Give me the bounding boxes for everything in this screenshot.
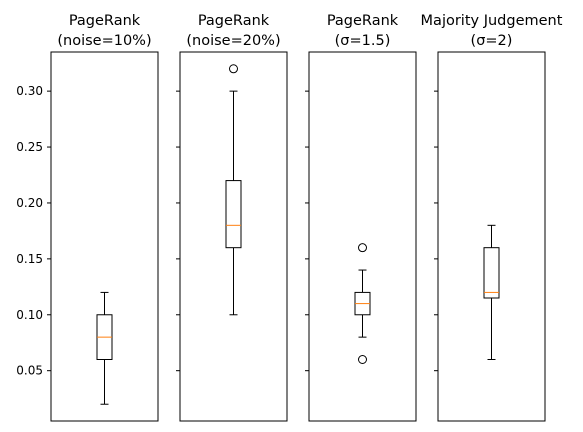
panel-1-frame — [50, 51, 159, 422]
panel-4-title-line-1: Majority Judgement — [421, 13, 563, 29]
ytick-label-4: 0.25 — [16, 140, 43, 154]
panel-2-title-line-1: PageRank — [198, 13, 270, 29]
panel-3-title-line-1: PageRank — [327, 13, 399, 29]
ytick-label-0: 0.05 — [16, 364, 43, 378]
panel-2-frame — [179, 51, 288, 422]
panel-3-frame — [308, 51, 417, 422]
panel-2-outlier-1 — [229, 64, 238, 74]
panel-2-title-line-2: (noise=20%) — [186, 33, 280, 49]
panel-1-title-line-1: PageRank — [69, 13, 141, 29]
panel-4-frame — [437, 51, 546, 422]
panel-4-box — [483, 247, 500, 299]
panel-3-outlier-1 — [358, 243, 367, 253]
panel-1-title-line-2: (noise=10%) — [57, 33, 151, 49]
panel-3-title-line-2: (σ=1.5) — [335, 33, 391, 49]
panel-3-outlier-2 — [358, 355, 367, 364]
ytick-label-3: 0.20 — [16, 196, 43, 210]
ytick-label-5: 0.30 — [16, 84, 43, 98]
ytick-label-1: 0.10 — [16, 308, 43, 322]
panel-2-box — [225, 180, 242, 249]
panel-4-title-line-2: (σ=2) — [471, 33, 513, 49]
ytick-label-2: 0.15 — [16, 252, 43, 266]
